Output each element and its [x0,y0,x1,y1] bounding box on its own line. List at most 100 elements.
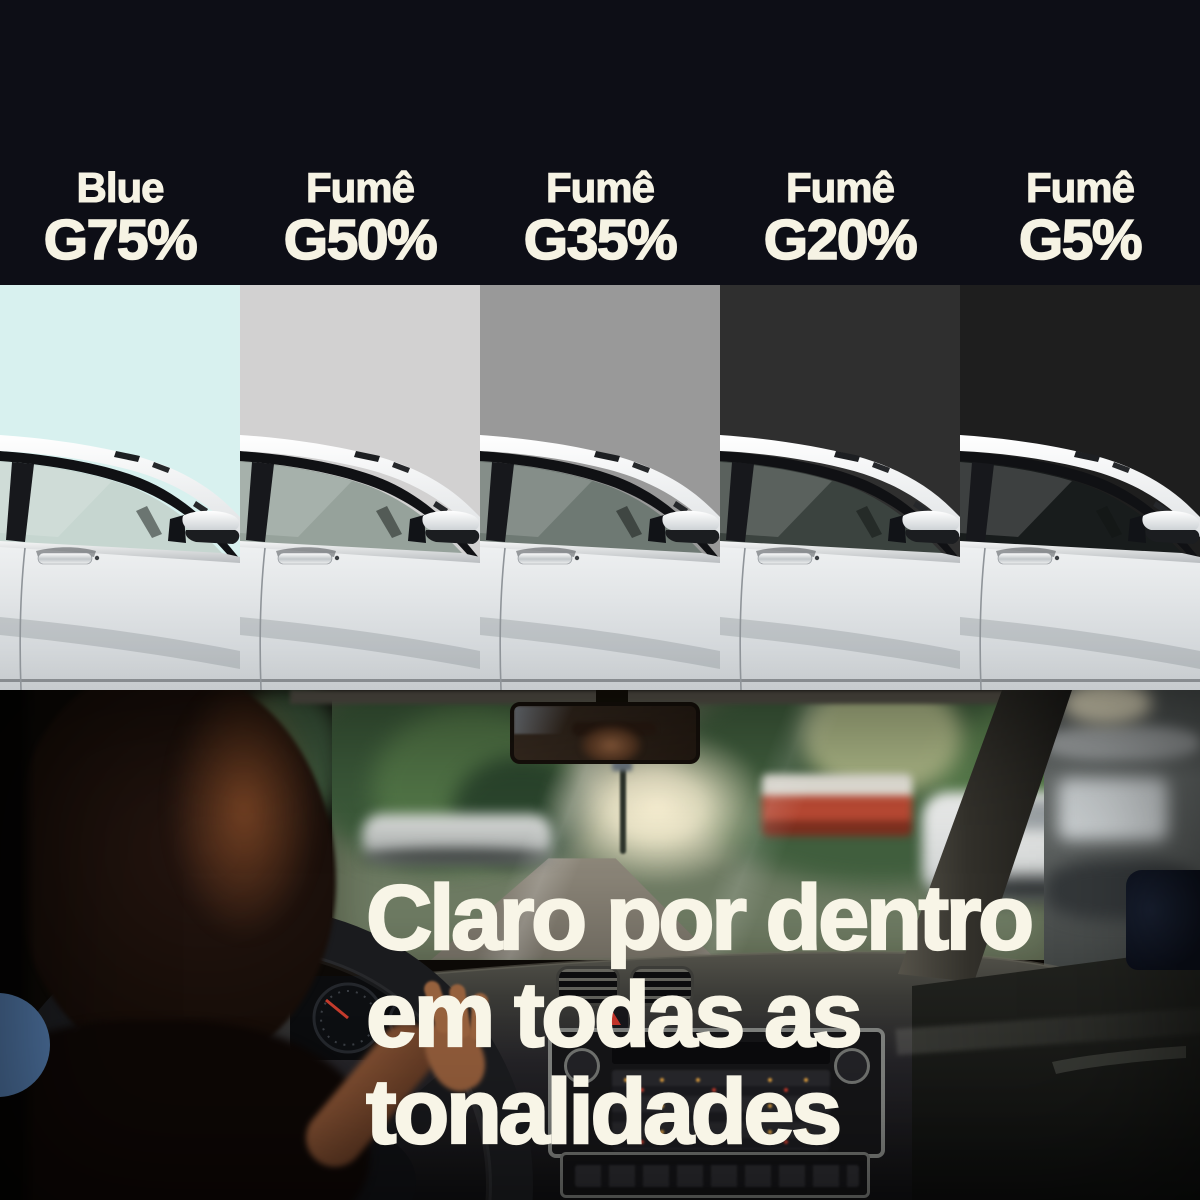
tint-label: Fumê G50% [240,0,480,285]
mirror-reflection-face [578,724,644,760]
window-top-trim [480,451,720,569]
side-mirror-right [1126,870,1200,970]
door-body [0,547,240,690]
keyhole [94,555,100,561]
door-handle [37,552,93,565]
door-window-glass [0,461,224,555]
roof-seam [152,462,170,473]
wiper-through-glass [856,506,882,538]
a-pillar-right [898,690,1072,982]
side-mirror-base [185,530,240,544]
tint-grade: G20% [763,208,919,272]
window-sill-chrome [720,541,960,564]
keyhole [1054,555,1060,561]
tint-panel [240,285,480,690]
door-window-glass [240,461,464,555]
tint-panel [960,285,1200,690]
b-pillar [486,462,514,542]
wiper-through-glass [616,506,642,538]
air-vent-right [630,966,694,1006]
mirror-glare-streak [514,706,588,734]
door-bottom-seam [720,679,960,682]
side-mirror-base [425,530,480,544]
door-window-glass [480,461,704,555]
radio-knob-right [834,1048,870,1084]
tint-panel [720,285,960,690]
side-mirror-base [905,530,960,544]
door-body [480,547,720,690]
car-door-graphic [240,285,480,690]
tint-labels-row: Blue G75% Fumê G50% Fumê G35% Fumê G20% … [0,0,1200,285]
side-mirror-base [665,530,720,544]
b-pillar [6,462,34,542]
air-vent-left [556,966,620,1006]
window-top-trim [960,451,1200,569]
door-front-seam [979,547,986,690]
body-crease-shadow [0,617,240,669]
side-mirror-cap [662,510,720,530]
roof-seam [1153,501,1168,514]
roof-seam [594,451,620,462]
headline-line-1: Claro por dentro [365,867,1035,969]
headline-line-2: em todas as [365,964,864,1066]
mirror-sail [1128,515,1146,543]
tint-grade: G5% [1018,208,1143,272]
door-bottom-seam [960,679,1200,682]
roof-seam [354,451,380,462]
side-mirror-cap [182,510,240,530]
body-crease-shadow [720,617,960,669]
side-mirror-cap [1142,510,1200,530]
window-sun-spot [1062,690,1152,724]
tint-label: Blue G75% [0,0,240,285]
window-top-trim [0,451,240,569]
red-bus-blur [762,774,912,836]
headliner-trim [290,690,1080,704]
wiper-through-glass [376,506,402,538]
door-front-seam [499,547,506,690]
window-sill-chrome [0,541,240,564]
driver-shoulder [0,1020,370,1200]
hazard-button [598,1006,628,1030]
tint-name: Fumê [785,164,895,211]
car-door-graphic [960,285,1200,690]
mirror-sail [648,515,666,543]
hazard-triangle-icon [605,1011,621,1025]
roof-seam [1112,462,1130,473]
door-window-glass [960,461,1184,555]
door-window-glass [720,461,944,555]
mirror-sail [408,515,426,543]
window-sign-blur [1058,778,1168,840]
door-front-seam [259,547,266,690]
tint-panel [480,285,720,690]
door-body [720,547,960,690]
mirror-sail [168,515,186,543]
window-building-streak [1044,726,1200,760]
roof-seam [114,451,140,462]
side-mirror-cap [422,510,480,530]
door-front-seam [739,547,746,690]
side-mirror-base [1145,530,1200,544]
door-handle [277,552,333,565]
roof-seam [632,462,650,473]
rearview-mirror [510,702,700,764]
tint-panels-row [0,285,1200,690]
tint-grade: G75% [43,208,199,272]
mirror-sail [888,515,906,543]
body-crease-shadow [240,617,480,669]
side-mirror-cap [902,510,960,530]
door-front-seam [19,547,26,690]
roof-seam [673,501,688,514]
headline-line-3: tonalidades [365,1061,843,1163]
roof-seam [913,501,928,514]
car-interior-photo: Claro por dentro em todas as tonalidades [0,690,1200,1200]
car-door-graphic [480,285,720,690]
radio-knob-left [564,1048,600,1084]
wiper-through-glass [1096,506,1122,538]
sign-pole [620,714,626,854]
window-top-trim [240,451,480,569]
headline: Claro por dentro em todas as tonalidades [365,867,1035,1163]
door-frame-left [0,690,36,1200]
radio-buttons [612,1070,830,1150]
door-handle [517,552,573,565]
